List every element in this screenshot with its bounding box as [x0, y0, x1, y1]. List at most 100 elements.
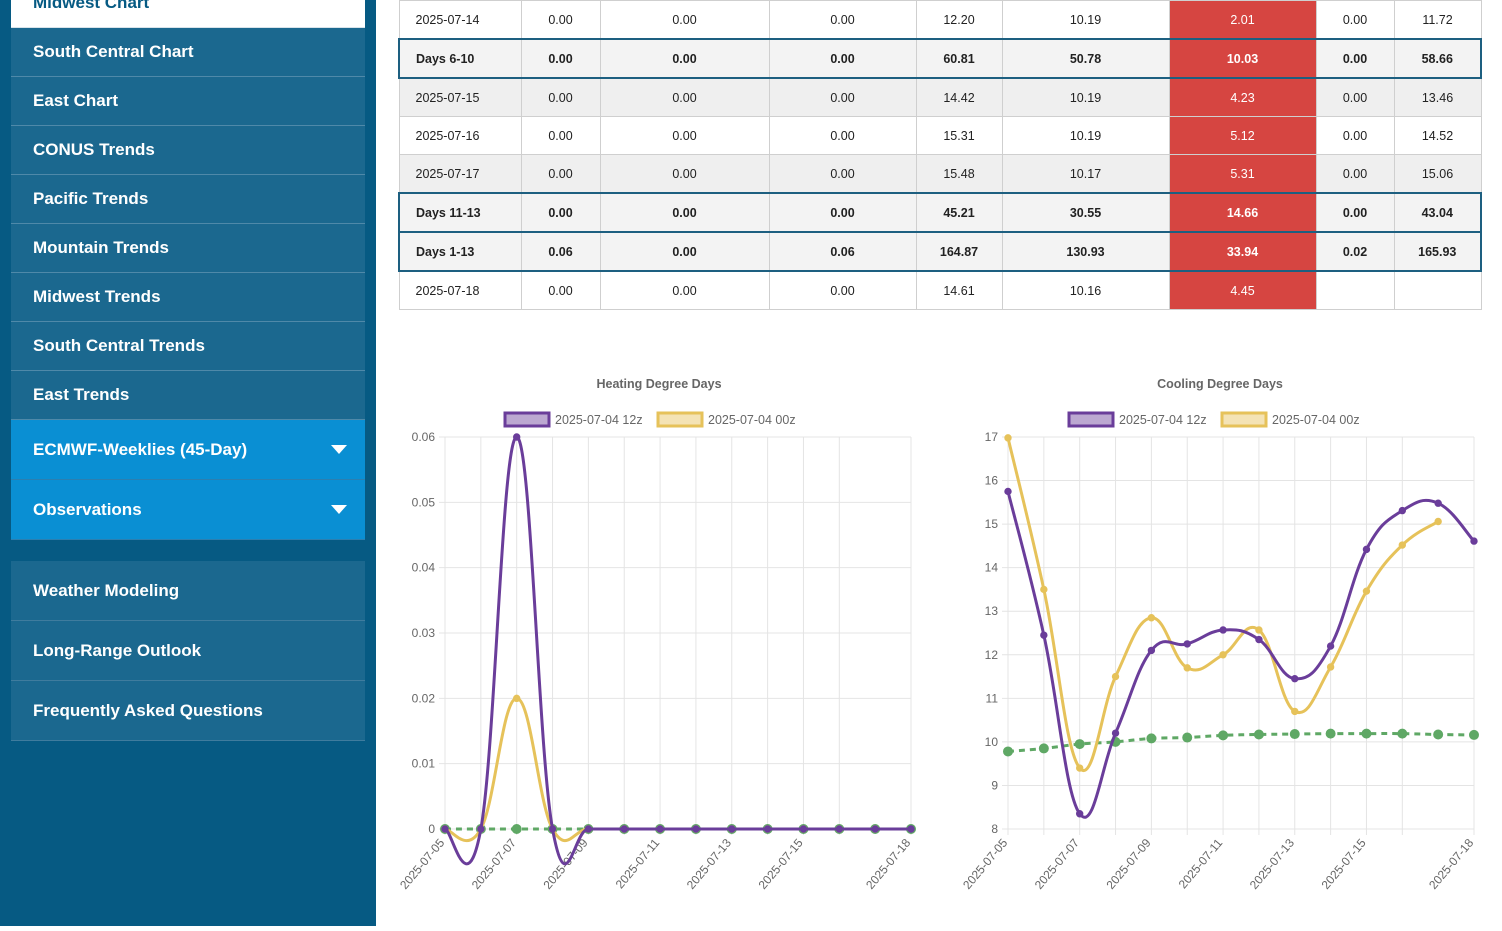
heating-degree-days-chart: Heating Degree Days 2025-07-04 12z 2025-07…	[392, 360, 932, 926]
sidebar-item-south-central-chart[interactable]: South Central Chart	[11, 28, 365, 77]
table-cell: 4.23	[1168, 77, 1317, 117]
data-point	[1433, 729, 1444, 740]
data-point	[1074, 739, 1085, 750]
sidebar-item-label: East Trends	[33, 385, 130, 404]
table-cell: 14.52	[1393, 116, 1482, 155]
data-point	[1255, 626, 1263, 634]
table-cell: 0.00	[599, 77, 770, 117]
y-tick-label: 0.05	[412, 495, 436, 509]
sidebar-item-south-central-trends[interactable]: South Central Trends	[11, 322, 365, 371]
table-cell: 0.00	[520, 116, 601, 155]
series-line	[444, 435, 911, 866]
data-point	[1325, 728, 1336, 739]
table-cell: Days 1-13	[398, 231, 522, 272]
table-cell: 2025-07-14	[398, 0, 522, 40]
table-cell: 0.00	[599, 270, 770, 310]
table-cell: 58.66	[1393, 38, 1482, 79]
table-cell: 2025-07-17	[398, 154, 522, 194]
table-cell: 0.00	[768, 116, 917, 155]
chart-title: Heating Degree Days	[596, 377, 721, 391]
data-point	[1147, 614, 1156, 622]
table-cell: 0.00	[1315, 154, 1395, 194]
y-tick-label: 0.03	[412, 626, 436, 640]
x-tick-label: 2025-07-05	[397, 836, 447, 892]
y-tick-label: 10	[985, 735, 999, 749]
data-point	[656, 825, 664, 833]
table-cell: 5.12	[1168, 116, 1317, 155]
sidebar-item-label: Frequently Asked Questions	[33, 700, 263, 720]
data-point	[692, 825, 700, 833]
sidebar-item-midwest-trends[interactable]: Midwest Trends	[11, 273, 365, 322]
legend-label: 2025-07-04 12z	[1119, 413, 1207, 427]
x-tick-label: 2025-07-18	[863, 836, 913, 892]
data-point	[1361, 728, 1372, 739]
table-cell: 0.00	[520, 270, 601, 310]
sidebar-item-label: Midwest Trends	[33, 287, 161, 306]
table-cell: 0.00	[599, 192, 770, 233]
data-point	[1469, 729, 1479, 740]
table-cell: 0.00	[1315, 38, 1395, 79]
table-cell: 0.00	[1315, 116, 1395, 155]
table-row: 2025-07-17 0.00 0.00 0.00 15.48 10.17 5.31 0.00…	[398, 154, 1482, 194]
data-point	[620, 825, 628, 833]
data-point	[1434, 517, 1442, 526]
table-cell: 0.00	[599, 0, 770, 40]
table-cell: 10.19	[1001, 0, 1170, 40]
data-point	[1253, 729, 1264, 740]
chevron-down-icon	[331, 445, 347, 454]
sidebar-dropdown-ecmwf-weeklies[interactable]: ECMWF-Weeklies (45-Day)	[11, 420, 365, 480]
sidebar-item-midwest-chart[interactable]: Midwest Chart	[11, 0, 365, 28]
data-point	[1183, 640, 1191, 648]
data-point	[1434, 499, 1442, 507]
x-tick-label: 2025-07-15	[1319, 836, 1369, 892]
y-tick-label: 0.01	[412, 757, 436, 771]
data-point	[1291, 675, 1299, 683]
table-cell: 15.31	[915, 116, 1003, 155]
sidebar-item-mountain-trends[interactable]: Mountain Trends	[11, 224, 365, 273]
table-cell: 0.00	[520, 154, 601, 194]
table-cell: 0.00	[768, 192, 917, 233]
x-tick-label: 2025-07-15	[756, 836, 806, 892]
x-tick-label: 2025-07-18	[1426, 836, 1476, 892]
table-cell: Days 11-13	[398, 192, 522, 233]
y-tick-label: 17	[985, 430, 999, 444]
data-point	[512, 433, 521, 441]
sidebar-item-label: Mountain Trends	[33, 238, 169, 257]
sidebar-item-long-range-outlook[interactable]: Long-Range Outlook	[11, 621, 365, 681]
table-cell: 0.00	[768, 0, 917, 40]
table-cell: 0.00	[768, 38, 917, 79]
table-cell: 165.93	[1393, 231, 1482, 272]
data-point	[1004, 487, 1012, 496]
sidebar-item-faq[interactable]: Frequently Asked Questions	[11, 681, 365, 741]
data-point	[1111, 729, 1120, 737]
table-cell: 4.45	[1168, 270, 1317, 310]
table-cell	[1315, 270, 1395, 310]
sidebar-item-east-chart[interactable]: East Chart	[11, 77, 365, 126]
table-cell: 10.03	[1168, 38, 1317, 79]
data-point	[1038, 743, 1049, 754]
table-cell: 50.78	[1001, 38, 1170, 79]
sidebar-dropdown-observations[interactable]: Observations	[11, 480, 365, 540]
data-point	[1326, 642, 1335, 650]
data-point	[1075, 764, 1084, 772]
x-tick-label: 2025-07-11	[613, 836, 663, 892]
data-point	[1040, 585, 1048, 594]
y-tick-label: 8	[991, 822, 998, 836]
table-cell: 0.00	[768, 77, 917, 117]
data-point	[1147, 646, 1156, 655]
data-point	[1397, 728, 1408, 739]
table-cell: 14.61	[915, 270, 1003, 310]
table-cell: 0.00	[599, 231, 770, 272]
sidebar-item-weather-modeling[interactable]: Weather Modeling	[11, 561, 365, 621]
data-point	[728, 825, 736, 833]
series-line	[1007, 732, 1475, 753]
data-point	[1289, 729, 1300, 740]
legend-swatch	[1220, 411, 1268, 428]
sidebar-item-east-trends[interactable]: East Trends	[11, 371, 365, 420]
sidebar-item-pacific-trends[interactable]: Pacific Trends	[11, 175, 365, 224]
x-tick-label: 2025-07-05	[960, 836, 1010, 892]
data-point	[835, 825, 844, 833]
table-cell: 0.00	[1315, 192, 1395, 233]
sidebar-item-conus-trends[interactable]: CONUS Trends	[11, 126, 365, 175]
data-point	[1182, 732, 1193, 743]
